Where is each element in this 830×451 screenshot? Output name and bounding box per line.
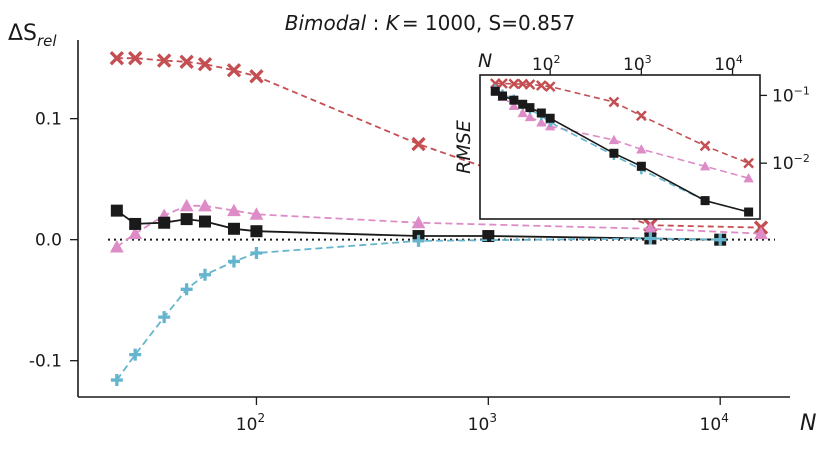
main-point-blue-plus — [227, 255, 240, 268]
main-point-black-square — [199, 215, 212, 228]
main-point-pink-triangle — [411, 215, 426, 229]
main-series-red-x — [109, 50, 769, 235]
inset-series — [489, 78, 754, 217]
main-point-pink-triangle — [643, 221, 658, 235]
x-ticks: 102 103 104 — [236, 397, 729, 435]
inset-x-ticks: 102 103 104 — [532, 53, 743, 75]
inset-point-black-square — [744, 207, 754, 217]
inset-point-pink-triangle — [536, 117, 547, 127]
x-tick-label: 103 — [468, 411, 497, 435]
inset-point-red-x — [497, 78, 508, 89]
main-point-pink-triangle — [249, 207, 264, 220]
inset-point-black-square — [609, 148, 619, 158]
y-tick-label: 0.1 — [35, 110, 62, 130]
main-point-blue-plus — [644, 232, 657, 245]
inset-point-red-x — [608, 96, 620, 108]
inset-point-black-square — [636, 161, 646, 171]
inset-point-pink-triangle — [743, 173, 754, 183]
main-point-black-square — [158, 216, 171, 229]
inset-point-black-square — [545, 113, 555, 123]
y-ticks: 0.1 0.0 -0.1 — [29, 110, 78, 372]
main-point-pink-triangle — [227, 203, 241, 217]
y-axis-label: ΔSrel — [8, 21, 57, 50]
main-point-red-x — [226, 63, 242, 78]
main-point-red-x — [411, 136, 426, 152]
inset-point-pink-triangle — [699, 161, 711, 171]
main-series-blue-plus — [110, 232, 727, 387]
inset-frame — [479, 74, 761, 220]
main-axes — [77, 40, 790, 398]
main-point-pink-triangle — [128, 226, 143, 240]
inset-line-red-x — [495, 82, 749, 164]
main-point-blue-plus — [714, 233, 727, 246]
inset-point-red-x — [544, 81, 556, 92]
main-point-red-x — [249, 69, 264, 84]
main-point-blue-plus — [199, 268, 211, 281]
main-point-blue-plus — [180, 283, 193, 296]
inset-point-black-square — [497, 91, 507, 101]
inset-point-red-x — [524, 79, 536, 90]
inset-y-label: RMSE — [453, 120, 475, 174]
main-series-pink-triangle — [109, 198, 768, 253]
main-point-black-square — [482, 230, 495, 243]
inset-point-pink-triangle — [636, 144, 647, 154]
main-point-red-x — [157, 53, 172, 68]
main-point-pink-triangle — [754, 226, 768, 240]
x-tick-label: 104 — [700, 411, 729, 435]
inset-point-red-x — [699, 140, 711, 152]
main-point-blue-plus — [129, 348, 142, 361]
inset-x-tick-label: 103 — [623, 53, 652, 75]
main-point-black-square — [250, 225, 263, 238]
main-point-blue-plus — [412, 234, 425, 247]
inset-point-red-x — [635, 110, 647, 122]
x-tick-label: 102 — [236, 411, 265, 435]
inset-point-pink-triangle — [508, 100, 520, 111]
inset-point-red-x — [743, 157, 754, 169]
inset-point-black-square — [525, 103, 535, 113]
x-axis-label: N — [800, 411, 816, 436]
main-point-red-x — [197, 57, 213, 72]
inset-x-label: N — [478, 50, 492, 72]
inset-x-tick-label: 104 — [714, 53, 743, 75]
inset-point-red-x — [508, 78, 520, 90]
y-tick-label: -0.1 — [29, 352, 62, 372]
main-point-red-x — [179, 54, 194, 69]
y-tick-label: 0.0 — [35, 231, 62, 251]
inset-y-tick-label: 10−1 — [772, 84, 810, 106]
main-point-red-x — [128, 50, 143, 66]
inset-series-red-x — [489, 78, 754, 169]
main-point-black-square — [129, 217, 142, 230]
main-point-pink-triangle — [179, 198, 194, 212]
inset-point-black-square — [490, 86, 500, 96]
main-point-red-x — [109, 50, 125, 66]
main-point-black-square — [227, 222, 240, 235]
main-point-pink-triangle — [109, 240, 124, 253]
main-line-pink-triangle — [116, 204, 762, 248]
inset-y-tick-label: 10−2 — [772, 152, 810, 174]
main-line-blue-plus — [116, 237, 721, 381]
inset-point-black-square — [536, 108, 546, 118]
main-point-blue-plus — [158, 311, 171, 324]
main-series — [109, 50, 769, 387]
inset-point-pink-triangle — [524, 111, 536, 122]
inset-series-black-square — [490, 86, 754, 217]
inset-point-red-x — [535, 80, 547, 91]
main-point-pink-triangle — [198, 198, 212, 212]
main-point-black-square — [110, 204, 123, 217]
inset-point-black-square — [509, 95, 519, 105]
inset-point-pink-triangle — [608, 134, 620, 145]
main-point-blue-plus — [110, 374, 123, 387]
inset-chart: N RMSE 102 103 104 10−1 10−2 — [453, 50, 810, 220]
main-point-black-square — [180, 213, 193, 226]
inset-x-tick-label: 102 — [532, 53, 561, 75]
inset-point-pink-triangle — [517, 107, 528, 118]
inset-point-black-square — [518, 99, 528, 109]
main-point-blue-plus — [250, 246, 263, 259]
inset-point-black-square — [700, 196, 710, 206]
chart-title: Bimodal : K = 1000, S=0.857 — [285, 11, 576, 35]
main-line-red-x — [116, 57, 762, 229]
inset-y-ticks: 10−1 10−2 — [760, 84, 810, 174]
